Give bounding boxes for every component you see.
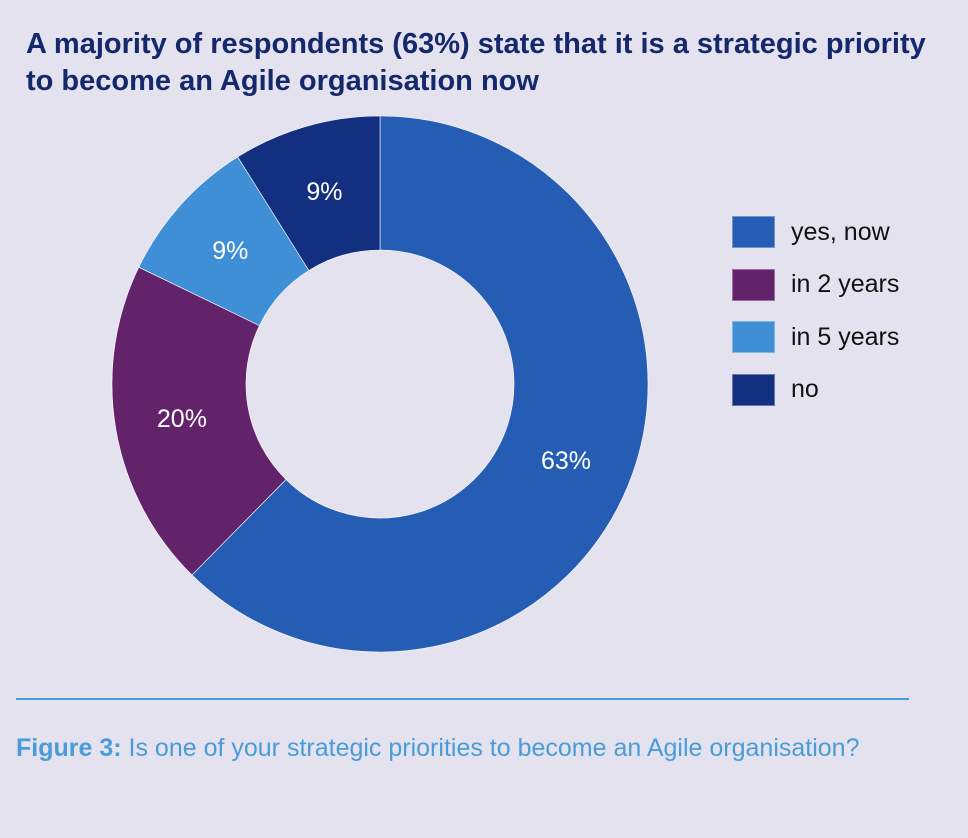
data-label: 9% <box>212 237 248 265</box>
legend-label: in 5 years <box>791 322 900 351</box>
legend-swatch <box>732 268 775 301</box>
legend-item: in 5 years <box>732 311 899 364</box>
legend-label: yes, now <box>791 217 890 246</box>
legend-swatch <box>732 216 775 249</box>
caption-text: Is one of your strategic priorities to b… <box>121 734 860 762</box>
legend-item: no <box>732 364 899 417</box>
legend-label: in 2 years <box>791 270 900 299</box>
donut-slice-no <box>237 115 381 271</box>
figure-caption: Figure 3: Is one of your strategic prior… <box>16 732 916 765</box>
legend: yes, now in 2 years in 5 years no <box>732 206 899 416</box>
legend-item: yes, now <box>732 206 899 259</box>
legend-swatch <box>732 321 775 354</box>
donut-slice-in-2-years <box>111 266 287 576</box>
data-label: 9% <box>306 178 342 206</box>
data-label: 20% <box>157 405 207 433</box>
divider <box>16 698 909 700</box>
legend-item: in 2 years <box>732 259 899 312</box>
legend-label: no <box>791 375 819 404</box>
donut-slice-yes-now <box>191 115 649 653</box>
caption-prefix: Figure 3: <box>16 734 122 762</box>
data-label: 63% <box>541 447 591 475</box>
chart-title: A majority of respondents (63%) state th… <box>26 28 926 97</box>
legend-swatch <box>732 373 775 406</box>
